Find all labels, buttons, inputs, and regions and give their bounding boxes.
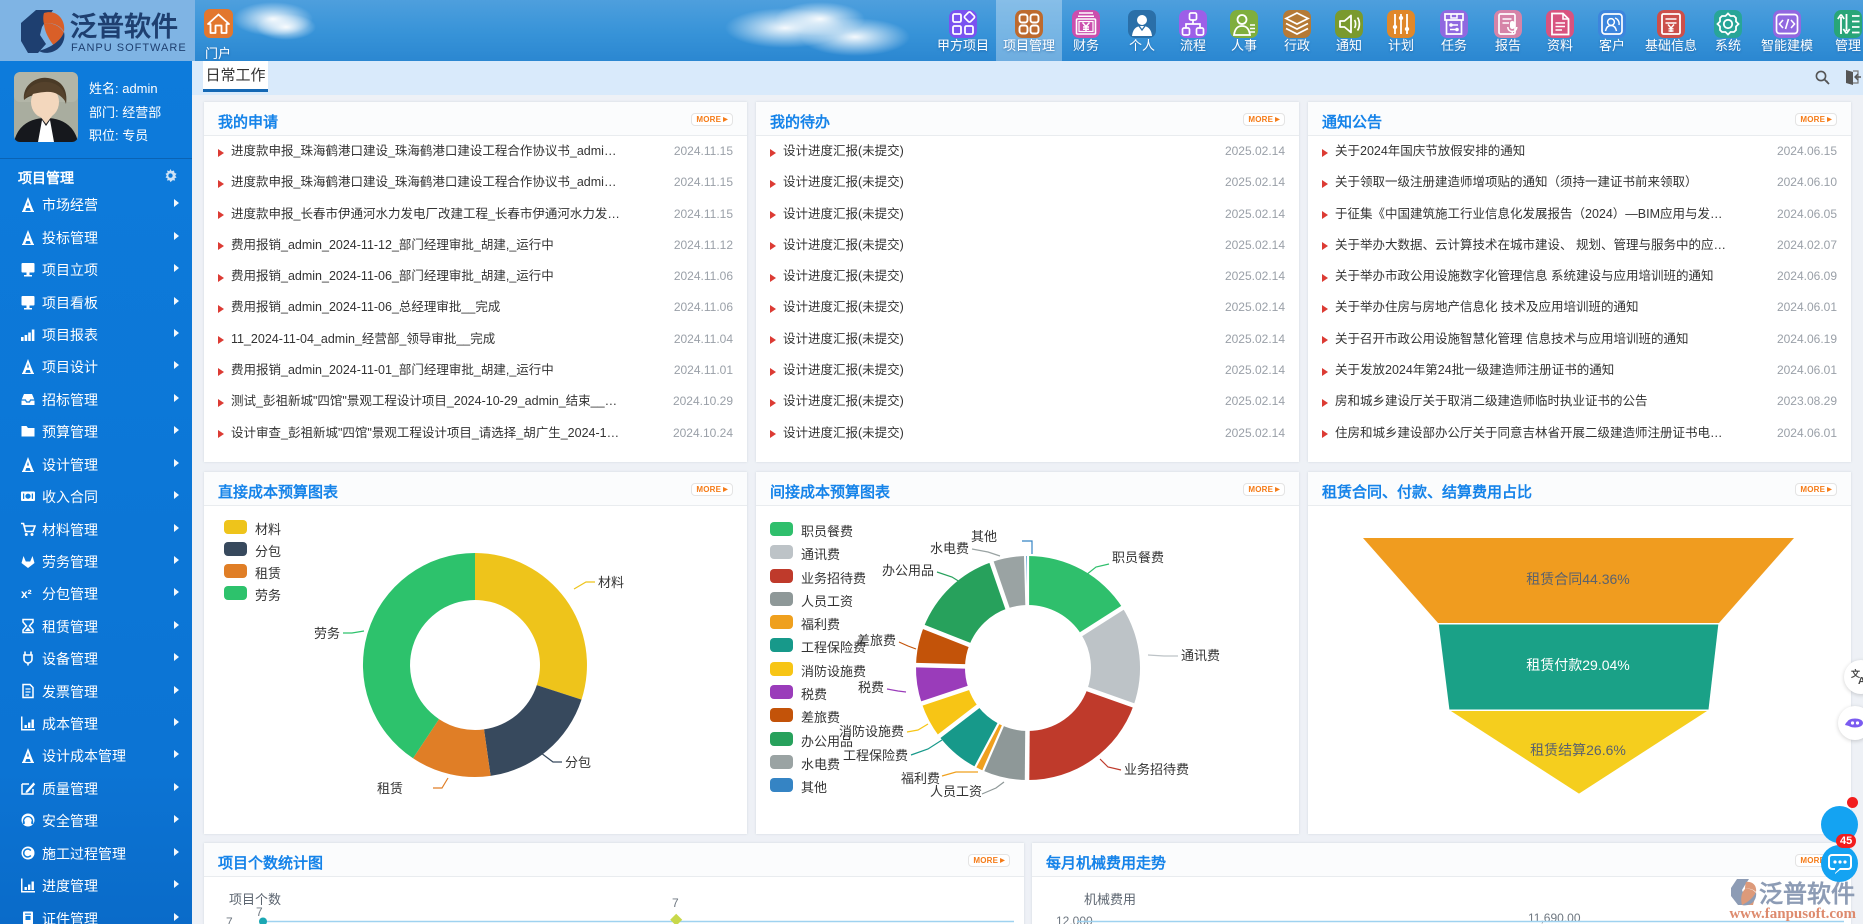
svg-text:税费: 税费: [858, 680, 884, 695]
svg-text:泛普软件: 泛普软件: [70, 11, 178, 42]
svg-text:租赁: 租赁: [377, 781, 403, 796]
svg-text:FANPU SOFTWARE: FANPU SOFTWARE: [71, 42, 187, 54]
svg-text:租赁合同44.36%: 租赁合同44.36%: [1526, 571, 1629, 587]
svg-text:工程保险费: 工程保险费: [843, 748, 908, 763]
svg-text:分包: 分包: [565, 755, 591, 770]
svg-text:职员餐费: 职员餐费: [1112, 550, 1164, 565]
svg-text:其他: 其他: [971, 529, 997, 544]
svg-text:www.fanpusoft.com: www.fanpusoft.com: [1729, 906, 1856, 921]
svg-text:人员工资: 人员工资: [930, 784, 982, 799]
svg-text:水电费: 水电费: [930, 541, 969, 556]
svg-text:材料: 材料: [598, 575, 624, 590]
svg-text:租赁结算26.6%: 租赁结算26.6%: [1530, 742, 1626, 758]
svg-text:劳务: 劳务: [314, 626, 340, 641]
svg-text:消防设施费: 消防设施费: [839, 724, 904, 739]
svg-text:差旅费: 差旅费: [857, 633, 896, 648]
svg-text:泛普软件: 泛普软件: [1759, 880, 1855, 908]
svg-text:租赁付款29.04%: 租赁付款29.04%: [1526, 657, 1629, 673]
svg-text:通讯费: 通讯费: [1181, 648, 1220, 663]
svg-text:业务招待费: 业务招待费: [1124, 762, 1189, 777]
svg-text:办公用品: 办公用品: [882, 563, 934, 578]
svg-text:文: 文: [1851, 668, 1861, 679]
svg-text:A: A: [1858, 676, 1863, 686]
svg-text:x²: x²: [21, 587, 32, 601]
svg-text:福利费: 福利费: [901, 771, 940, 786]
